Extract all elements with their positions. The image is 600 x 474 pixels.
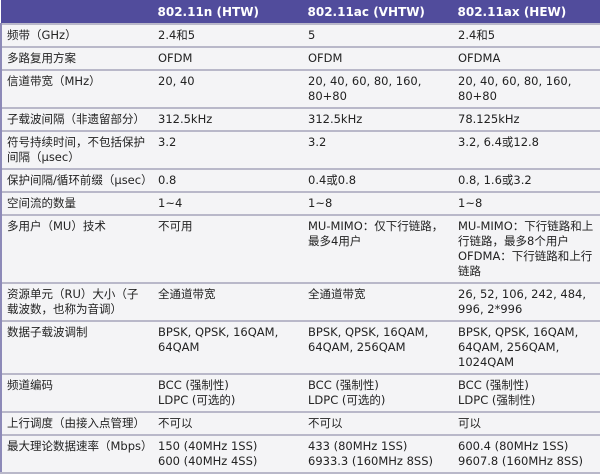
table-cell: 0.4或0.8 [303,168,453,192]
table-row: 保护间隔/循环前缀（μsec） 0.8 0.4或0.8 0.8, 1.6或3.2 [0,168,600,192]
table-cell: 3.2 [153,130,303,169]
row-label: 子载波间隔（非遗留部分） [0,107,153,131]
header-cell: 802.11n (HTW) [153,0,304,24]
row-label: 频道编码 [0,373,153,412]
row-label: 保护间隔/循环前缀（μsec） [0,168,153,192]
table-cell: OFDMA [453,46,600,70]
header-cell: 802.11ac (VHTW) [303,0,454,24]
table-cell: OFDM [153,46,303,70]
row-label: 频带（GHz） [0,23,153,47]
table-row: 子载波间隔（非遗留部分） 312.5kHz 312.5kHz 78.125kHz [0,107,600,131]
row-label: 信道带宽（MHz） [0,69,153,108]
row-label: 上行调度（由接入点管理） [0,411,153,435]
row-label: 符号持续时间，不包括保护间隔（μsec） [0,130,153,169]
table-cell: 可以 [453,411,600,435]
table-row: 资源单元（RU）大小（子载波数，也称为音调） 全通道带宽 全通道带宽 26, 52, … [0,282,600,321]
table-row: 频道编码 BCC (强制性) LDPC (可选的) BCC (强制性) LDPC (… [0,373,600,412]
table-cell: 3.2 [303,130,453,169]
table-cell: 26, 52, 106, 242, 484, 996, 2*996 [453,282,600,321]
table-cell: BCC (强制性) LDPC (可选的) [303,373,453,412]
table-cell: 150 (40MHz 1SS) 600 (40MHz 4SS) [153,434,303,474]
table-row: 上行调度（由接入点管理） 不可以 不可以 可以 [0,411,600,435]
table-cell: MU-MIMO：下行链路和上行链路，最多8个用户 OFDMA：下行链路和上行链路 [453,214,600,283]
table-cell: 1~8 [453,191,600,215]
table-cell: 600.4 (80MHz 1SS) 9607.8 (160MHz 8SS) [453,434,600,474]
table-cell: 312.5kHz [303,107,453,131]
table-row: 信道带宽（MHz） 20, 40 20, 40, 60, 80, 160, 80+8… [0,69,600,108]
table-cell: 0.8 [153,168,303,192]
table-row: 最大理论数据速率（Mbps） 150 (40MHz 1SS) 600 (40MHz… [0,434,600,474]
table-body: 频带（GHz） 2.4和5 5 2.4和5 多路复用方案 OFDM OFDM OFDMA 信道带… [0,23,600,474]
table-cell: 1~4 [153,191,303,215]
table-cell: 78.125kHz [453,107,600,131]
row-label: 数据子载波调制 [0,320,153,374]
table-cell: BPSK, QPSK, 16QAM, 64QAM, 256QAM, 1024QA… [453,320,600,374]
table-cell: OFDM [303,46,453,70]
table-cell: BCC (强制性) LDPC (可选的) [153,373,303,412]
table-cell: 2.4和5 [453,23,600,47]
row-label: 资源单元（RU）大小（子载波数，也称为音调） [0,282,153,321]
row-label: 空间流的数量 [0,191,153,215]
table-row: 频带（GHz） 2.4和5 5 2.4和5 [0,23,600,47]
table-cell: 433 (80MHz 1SS) 6933.3 (160MHz 8SS) [303,434,453,474]
table-row: 多路复用方案 OFDM OFDM OFDMA [0,46,600,70]
table-cell: 全通道带宽 [153,282,303,321]
row-label: 多用户（MU）技术 [0,214,153,283]
header-cell: 802.11ax (HEW) [453,0,600,24]
table-cell: 1~8 [303,191,453,215]
header-row: 802.11n (HTW) 802.11ac (VHTW) 802.11ax (… [1,0,600,24]
table-row: 数据子载波调制 BPSK, QPSK, 16QAM, 64QAM BPSK, QPS… [0,320,600,374]
table-row: 多用户（MU）技术 不可用 MU-MIMO：仅下行链路，最多4用户 MU-MIMO：下… [0,214,600,283]
table-row: 空间流的数量 1~4 1~8 1~8 [0,191,600,215]
table-cell: 5 [303,23,453,47]
row-label: 最大理论数据速率（Mbps） [0,434,153,474]
table-cell: 全通道带宽 [303,282,453,321]
table-cell: 不可以 [153,411,303,435]
table-cell: 20, 40, 60, 80, 160, 80+80 [453,69,600,108]
table-cell: 312.5kHz [153,107,303,131]
table-cell: 2.4和5 [153,23,303,47]
row-label: 多路复用方案 [0,46,153,70]
table-cell: 不可用 [153,214,303,283]
table-cell: 20, 40 [153,69,303,108]
table-row: 符号持续时间，不包括保护间隔（μsec） 3.2 3.2 3.2, 6.4或12.8 [0,130,600,169]
table-cell: 20, 40, 60, 80, 160, 80+80 [303,69,453,108]
table-cell: MU-MIMO：仅下行链路，最多4用户 [303,214,453,283]
table-cell: BCC (强制性) LDPC (强制性) [453,373,600,412]
table-cell: 0.8, 1.6或3.2 [453,168,600,192]
table-cell: BPSK, QPSK, 16QAM, 64QAM [153,320,303,374]
table-cell: 不可以 [303,411,453,435]
header-cell [1,0,154,24]
table-cell: BPSK, QPSK, 16QAM, 64QAM, 256QAM [303,320,453,374]
table-cell: 3.2, 6.4或12.8 [453,130,600,169]
